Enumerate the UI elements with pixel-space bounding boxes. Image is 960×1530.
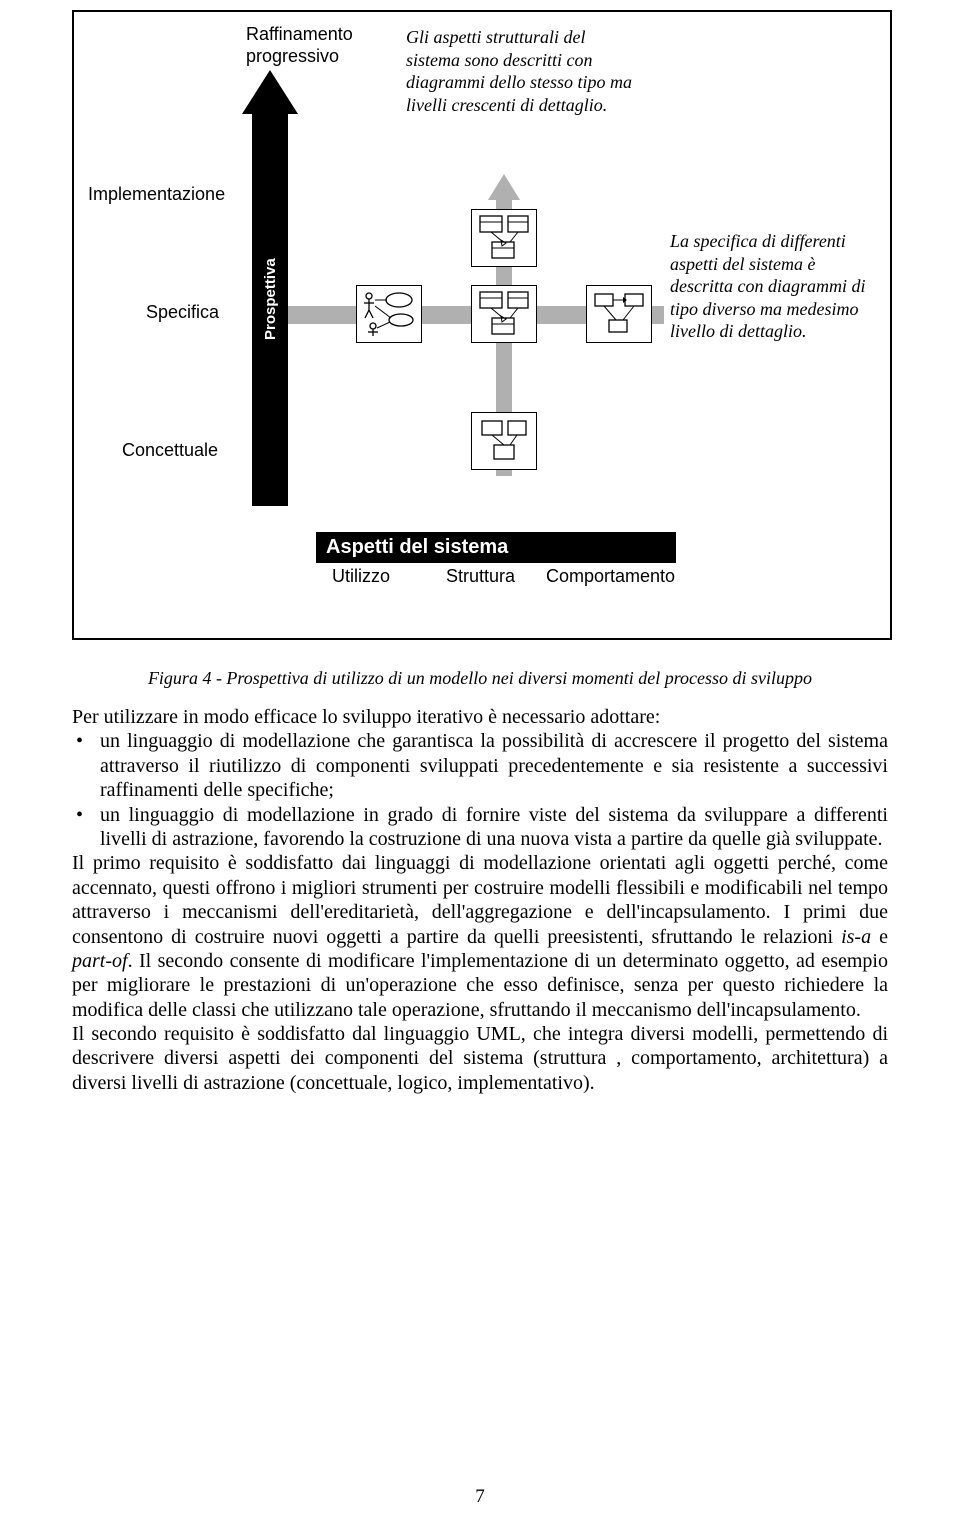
perspective-arrow-head [242,70,298,114]
para1-isa: is-a [841,926,871,948]
aspetti-comportamento: Comportamento [546,566,675,587]
body-text: Per utilizzare in modo efficace lo svilu… [72,705,888,1095]
aspetti-utilizzo: Utilizzo [332,566,390,587]
bullet-1: un linguaggio di modellazione che garant… [72,729,888,802]
diagram-container: Implementazione Specifica Concettuale Ra… [72,10,892,640]
icon-struttura-bottom [471,412,537,470]
desc-right: La specifica di differenti aspetti del s… [670,230,876,343]
bullet-2: un linguaggio di modellazione in grado d… [72,803,888,852]
label-prospettiva: Prospettiva [262,258,279,340]
aspetti-struttura: Struttura [446,566,515,587]
desc-top: Gli aspetti strutturali del sistema sono… [406,26,636,116]
para1b: e [871,926,888,948]
para1c: . Il secondo consente di modificare l'im… [72,950,888,1021]
icon-struttura-mid [471,285,537,343]
grey-arrow-head [488,174,520,200]
para1a: Il primo requisito è soddisfatto dai lin… [72,852,888,947]
label-specifica: Specifica [146,302,219,323]
label-raffinamento-2: progressivo [246,46,339,67]
aspetti-title-bar: Aspetti del sistema [316,532,676,563]
icon-utilizzo [356,285,422,343]
label-implementazione: Implementazione [88,184,225,205]
para2: Il secondo requisito è soddisfatto dal l… [72,1023,888,1094]
intro-text: Per utilizzare in modo efficace lo svilu… [72,706,660,728]
figure-caption: Figura 4 - Prospettiva di utilizzo di un… [72,668,888,689]
label-raffinamento-1: Raffinamento [246,24,353,45]
icon-comportamento [586,285,652,343]
para1-partof: part-of [72,950,128,972]
label-concettuale: Concettuale [122,440,218,461]
page-number: 7 [0,1486,960,1508]
icon-struttura-top [471,209,537,267]
